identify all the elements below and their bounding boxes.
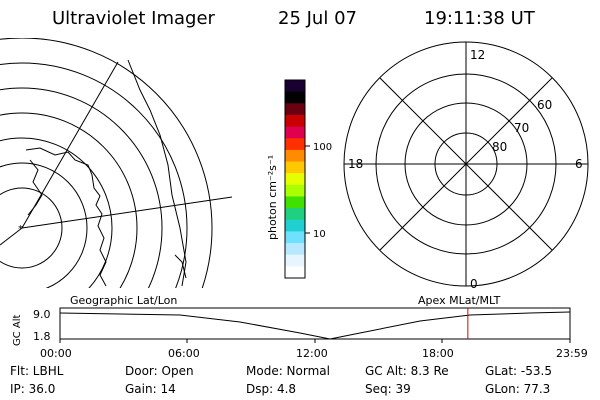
colorbar-tick-label-100: 100 (313, 142, 332, 153)
colorbar-unit-label: photon cm⁻²s⁻¹ (266, 155, 279, 240)
polar-plot (343, 41, 589, 287)
colorbar-cell (285, 114, 305, 128)
colorbar-cell (285, 208, 305, 221)
latitude-ring (0, 187, 63, 269)
time-readout: 19:11:38 UT (424, 8, 536, 29)
colorbar-cell (285, 126, 305, 139)
colorbar-cell (285, 138, 305, 151)
status-seq: Seq: 39 (365, 382, 411, 396)
orbit-timeline: GC Alt 9.0 1.8 00:00 06:00 12:00 18:00 2… (12, 307, 588, 360)
coastline (127, 59, 187, 287)
polar-label-bottom: 0 (470, 277, 478, 291)
polar-label-left: 18 (348, 157, 363, 171)
status-door: Door: Open (125, 364, 194, 378)
polar-label-top: 12 (470, 48, 485, 62)
polar-ring-label-80: 80 (492, 140, 507, 154)
status-gc-alt: GC Alt: 8.3 Re (365, 364, 449, 378)
altitude-curve (59, 311, 571, 340)
status-panel: Flt: LBHL IP: 36.0 Door: Open Gain: 14 M… (10, 364, 552, 396)
latitude-ring (0, 38, 213, 288)
colorbar-cell (285, 149, 305, 163)
timeline-x-tick-3: 18:00 (422, 347, 454, 360)
colorbar-cell (285, 196, 305, 209)
status-dsp: Dsp: 4.8 (246, 382, 296, 396)
pole-marker: * (18, 224, 23, 235)
coastline (27, 159, 43, 216)
timeline-x-tick-1: 06:00 (168, 347, 200, 360)
latitude-ring (0, 162, 88, 288)
colorbar-cell (285, 173, 305, 186)
colorbar-cell (285, 231, 305, 244)
latitude-ring (0, 62, 188, 288)
latitude-ring (0, 137, 113, 288)
timeline-y-tick-bottom: 1.8 (33, 330, 51, 343)
polar-ring-label-60: 60 (537, 98, 552, 112)
colorbar-tick-label-10: 10 (313, 229, 326, 240)
colorbar-cell (285, 254, 305, 267)
status-gain: Gain: 14 (125, 382, 176, 396)
status-ip: IP: 36.0 (10, 382, 55, 396)
apex-label: Apex MLat/MLT (418, 294, 501, 307)
timeline-frame (59, 307, 571, 340)
status-glon: GLon: 77.3 (485, 382, 550, 396)
colorbar-cell (285, 80, 305, 93)
colorbar-cell (285, 103, 305, 116)
colorbar-gradient (285, 80, 305, 279)
colorbar-cell (285, 243, 305, 256)
status-glat: GLat: -53.5 (485, 364, 552, 378)
date-readout: 25 Jul 07 (278, 8, 357, 29)
timeline-x-tick-0: 00:00 (40, 347, 72, 360)
colorbar-cell (285, 184, 305, 197)
polar-axis (379, 77, 553, 251)
status-mode: Mode: Normal (246, 364, 330, 378)
colorbar-cell (285, 161, 305, 174)
geographic-label: Geographic Lat/Lon (70, 294, 177, 307)
timeline-x-tick-2: 12:00 (296, 347, 328, 360)
coastline (25, 147, 107, 287)
latitude-ring (0, 112, 138, 288)
colorbar-cell (285, 91, 305, 104)
polar-ring-label-70: 70 (514, 121, 529, 135)
geographic-map: * (0, 38, 233, 288)
colorbar-cell (285, 219, 305, 232)
timeline-y-tick-top: 9.0 (33, 308, 51, 321)
longitude-line (0, 227, 23, 246)
polar-label-right: 6 (575, 157, 583, 171)
timeline-x-tick-4: 23:59 (556, 347, 588, 360)
colorbar: 100 10 photon cm⁻²s⁻¹ (266, 79, 332, 279)
status-filter: Flt: LBHL (10, 364, 64, 378)
app-title: Ultraviolet Imager (52, 8, 216, 29)
timeline-y-label: GC Alt (12, 314, 23, 346)
longitude-line (21, 61, 119, 229)
latitude-ring (0, 87, 163, 288)
longitude-line (21, 196, 233, 229)
coastline (174, 254, 187, 279)
colorbar-frame (284, 79, 306, 279)
colorbar-cell (285, 266, 305, 279)
